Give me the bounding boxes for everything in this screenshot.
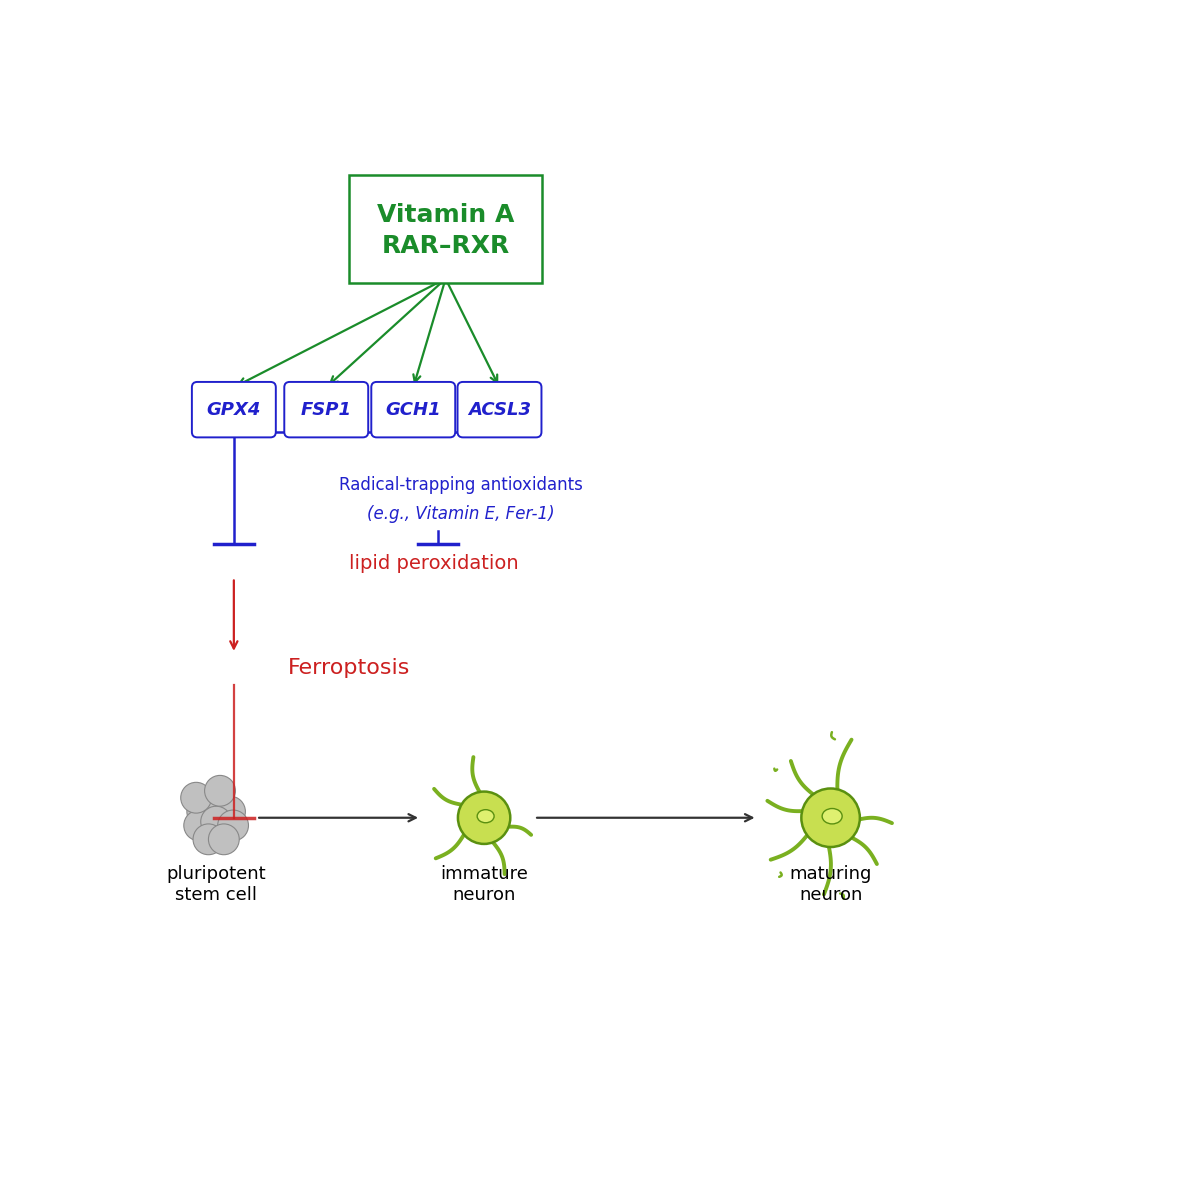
Ellipse shape bbox=[478, 810, 494, 823]
Text: lipid peroxidation: lipid peroxidation bbox=[349, 554, 518, 574]
Circle shape bbox=[200, 788, 232, 820]
Circle shape bbox=[215, 796, 246, 827]
Text: immature
neuron: immature neuron bbox=[440, 865, 528, 905]
Circle shape bbox=[181, 782, 211, 814]
Circle shape bbox=[184, 810, 215, 841]
Circle shape bbox=[802, 788, 860, 847]
Text: pluripotent
stem cell: pluripotent stem cell bbox=[167, 865, 266, 905]
Circle shape bbox=[209, 824, 239, 854]
FancyBboxPatch shape bbox=[457, 382, 541, 437]
Text: Ferroptosis: Ferroptosis bbox=[288, 658, 410, 678]
FancyBboxPatch shape bbox=[192, 382, 276, 437]
Text: RAR–RXR: RAR–RXR bbox=[382, 234, 510, 258]
Circle shape bbox=[217, 810, 248, 841]
Text: ACSL3: ACSL3 bbox=[468, 401, 530, 419]
Ellipse shape bbox=[822, 809, 842, 824]
FancyBboxPatch shape bbox=[371, 382, 455, 437]
Circle shape bbox=[458, 792, 510, 844]
Circle shape bbox=[200, 806, 232, 838]
FancyBboxPatch shape bbox=[349, 175, 542, 282]
Text: Radical-trapping antioxidants: Radical-trapping antioxidants bbox=[340, 476, 583, 494]
Text: Vitamin A: Vitamin A bbox=[377, 203, 515, 227]
Text: maturing
neuron: maturing neuron bbox=[790, 865, 871, 905]
Text: GPX4: GPX4 bbox=[206, 401, 262, 419]
Circle shape bbox=[193, 824, 224, 854]
FancyBboxPatch shape bbox=[284, 382, 368, 437]
Text: FSP1: FSP1 bbox=[301, 401, 352, 419]
Circle shape bbox=[204, 775, 235, 806]
Circle shape bbox=[187, 796, 217, 827]
Text: GCH1: GCH1 bbox=[385, 401, 442, 419]
Text: (e.g., Vitamin E, Fer-1): (e.g., Vitamin E, Fer-1) bbox=[367, 504, 554, 523]
